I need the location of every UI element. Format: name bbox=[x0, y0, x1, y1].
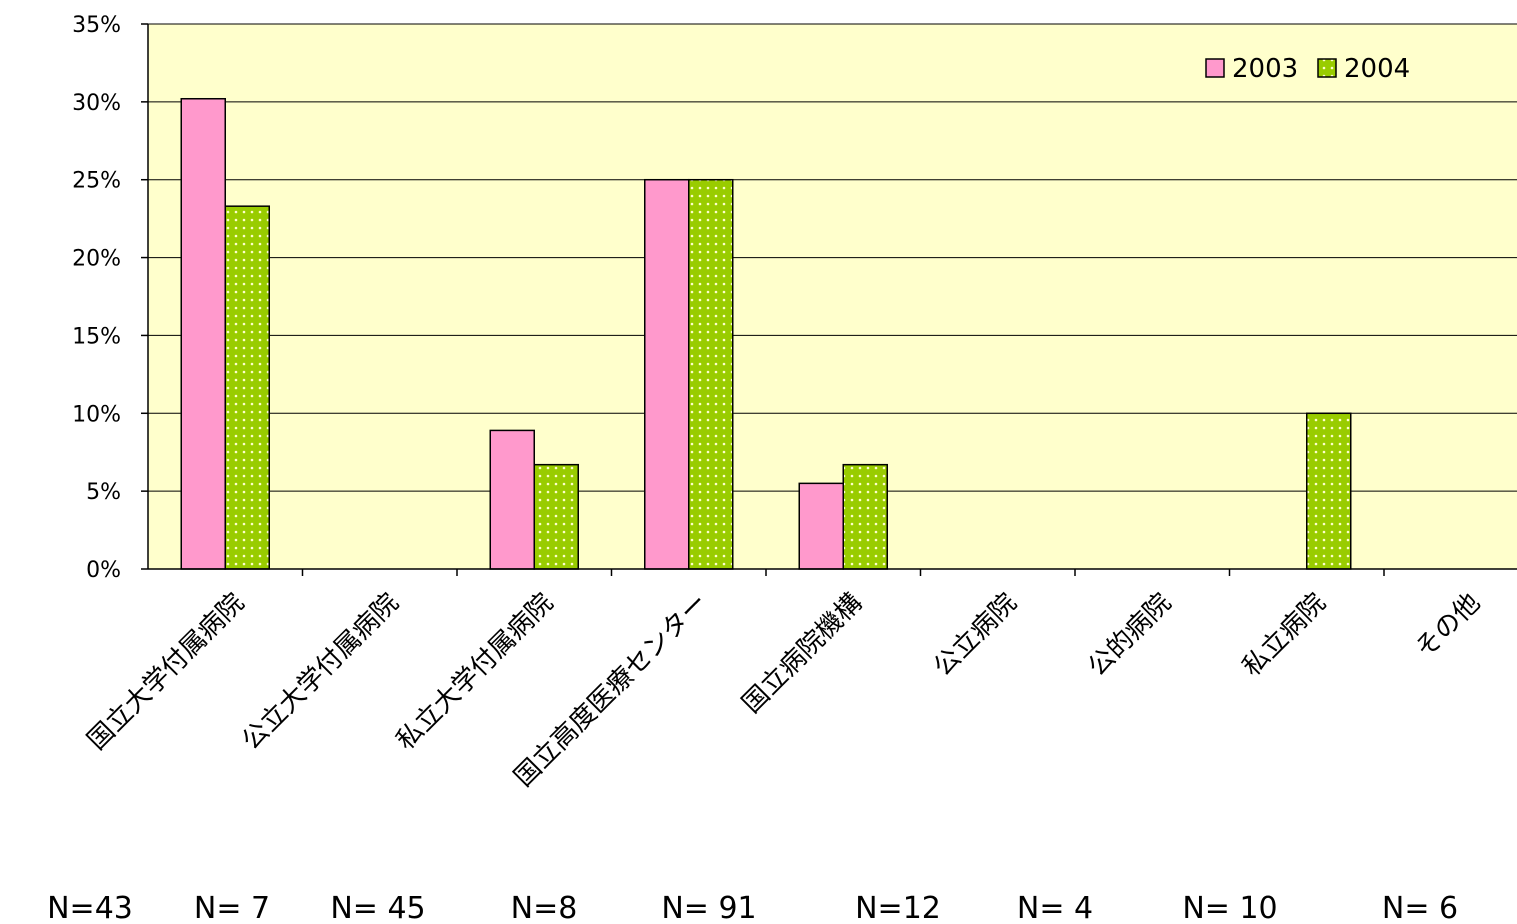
bar-2004-3 bbox=[533, 463, 579, 570]
sample-size-labels: N=43 N= 7 N= 45 N=8 N= 91 N=12 N= 4 N= 10 N= 6 bbox=[47, 891, 1458, 924]
legend-label-2004: 2004 bbox=[1344, 54, 1410, 84]
bar-2003-4 bbox=[644, 178, 690, 570]
legend-swatch-2003 bbox=[1205, 58, 1225, 78]
y-tick-labels: 0% 5% 10% 15% 20% 25% 30% 35% bbox=[72, 13, 121, 583]
x-category-label: 私立病院 bbox=[1237, 588, 1332, 683]
sample-size-label: N= 45 bbox=[330, 891, 425, 924]
x-category-label: 公立大学付属病院 bbox=[236, 588, 404, 756]
sample-size-label: N=43 bbox=[47, 891, 133, 924]
bar-2003-1 bbox=[180, 97, 226, 570]
x-category-label: 私立大学付属病院 bbox=[391, 588, 559, 756]
sample-size-label: N=8 bbox=[511, 891, 578, 924]
y-tick-label: 15% bbox=[72, 324, 121, 349]
y-tick-label: 0% bbox=[86, 558, 121, 583]
bar-2003-5 bbox=[798, 482, 844, 570]
y-tick-label: 25% bbox=[72, 169, 121, 194]
sample-size-label: N=12 bbox=[855, 891, 941, 924]
bar-2004-5 bbox=[842, 463, 888, 570]
x-category-label: 公立病院 bbox=[928, 588, 1023, 683]
y-tick-label: 30% bbox=[72, 91, 121, 116]
x-category-label: 国立病院機構 bbox=[737, 588, 869, 720]
y-tick-label: 20% bbox=[72, 247, 121, 272]
bar-2004-8 bbox=[1306, 412, 1352, 570]
sample-size-label: N= 4 bbox=[1017, 891, 1093, 924]
x-category-label: その他 bbox=[1410, 588, 1486, 664]
x-category-label: 公的病院 bbox=[1082, 588, 1177, 683]
plot-area bbox=[148, 24, 1517, 569]
bar-2004-1 bbox=[224, 205, 270, 570]
axes bbox=[141, 23, 1517, 576]
bar-2003-3 bbox=[489, 429, 535, 570]
y-tick-label: 5% bbox=[86, 480, 121, 505]
bar-2004-4 bbox=[688, 178, 734, 570]
legend-swatch-2004 bbox=[1317, 58, 1337, 78]
legend: 2003 2004 bbox=[1205, 54, 1410, 84]
sample-size-label: N= 91 bbox=[661, 891, 756, 924]
sample-size-label: N= 7 bbox=[194, 891, 270, 924]
legend-label-2003: 2003 bbox=[1232, 54, 1298, 84]
gridlines bbox=[148, 23, 1517, 492]
x-category-label: 国立大学付属病院 bbox=[82, 588, 250, 756]
sample-size-label: N= 10 bbox=[1182, 891, 1277, 924]
sample-size-label: N= 6 bbox=[1382, 891, 1458, 924]
y-tick-label: 10% bbox=[72, 402, 121, 427]
y-tick-label: 35% bbox=[72, 13, 121, 38]
